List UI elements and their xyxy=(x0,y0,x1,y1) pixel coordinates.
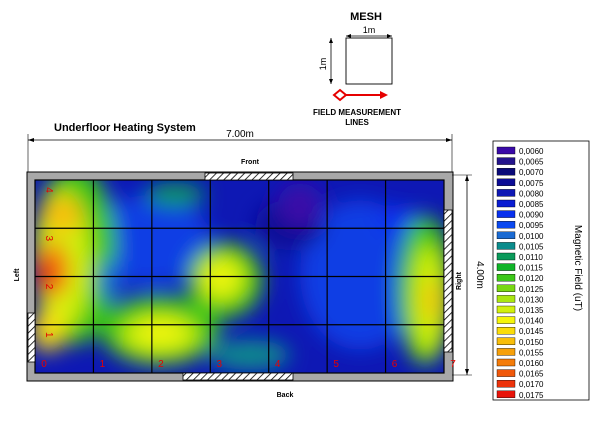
heat-map xyxy=(35,180,444,373)
mesh-arrow-left xyxy=(346,34,351,38)
legend-label: 0,0145 xyxy=(519,327,544,336)
legend-label: 0,0115 xyxy=(519,264,543,273)
legend-swatch xyxy=(496,274,516,282)
mesh-width-label: 1m xyxy=(363,25,376,35)
legend-swatch xyxy=(496,189,516,197)
legend-label: 0,0170 xyxy=(519,380,544,389)
front-label: Front xyxy=(241,159,260,166)
right-label: Right xyxy=(456,271,463,290)
legend-swatch xyxy=(496,157,516,165)
x-label: 6 xyxy=(392,359,398,370)
legend-swatch xyxy=(496,295,516,303)
legend-label: 0,0080 xyxy=(519,189,544,198)
legend-label: 0,0105 xyxy=(519,242,544,251)
y-label: 2 xyxy=(43,284,54,290)
mesh-arrow-down xyxy=(329,79,333,84)
legend-label: 0,0095 xyxy=(519,221,544,230)
legend-swatch xyxy=(496,210,516,218)
field-lines-label-1: FIELD MEASUREMENT xyxy=(313,108,401,117)
legend-swatch xyxy=(496,167,516,176)
legend-label: 0,0120 xyxy=(519,274,544,283)
legend-swatch xyxy=(496,252,516,261)
legend-swatch xyxy=(496,358,516,367)
x-label: 0 xyxy=(41,359,47,370)
legend-label: 0,0090 xyxy=(519,211,544,220)
legend-swatch xyxy=(496,316,516,324)
height-arrow-top xyxy=(465,175,469,181)
legend-swatch xyxy=(496,305,516,314)
legend-label: 0,0160 xyxy=(519,359,544,368)
legend-title: Magnetic Field (uT) xyxy=(572,225,583,311)
x-label: 7 xyxy=(450,359,456,370)
legend-swatch xyxy=(496,242,516,250)
height-arrow-bottom xyxy=(465,369,469,375)
legend-label: 0,0165 xyxy=(519,370,544,379)
mesh-arrow-right xyxy=(387,34,392,38)
legend-label: 0,0060 xyxy=(519,147,544,156)
legend-swatch xyxy=(496,284,516,292)
x-label: 4 xyxy=(275,359,281,370)
legend-swatch xyxy=(496,199,516,208)
diagram-title: Underfloor Heating System xyxy=(54,122,196,134)
y-label: 1 xyxy=(43,332,54,338)
legend-swatch xyxy=(496,348,516,356)
x-label: 2 xyxy=(158,359,164,370)
legend-swatch xyxy=(496,380,516,388)
legend-swatch xyxy=(496,178,516,187)
left-wall-opening xyxy=(27,312,36,363)
legend-label: 0,0100 xyxy=(519,232,544,241)
legend-label: 0,0110 xyxy=(519,253,543,262)
legend-label: 0,0070 xyxy=(519,168,544,177)
legend-swatch xyxy=(496,390,516,398)
x-label: 3 xyxy=(217,359,223,370)
field-lines-label-2: LINES xyxy=(345,118,369,127)
legend-label: 0,0175 xyxy=(519,391,544,400)
legend-label: 0,0135 xyxy=(519,306,544,315)
legend-label: 0,0140 xyxy=(519,317,544,326)
x-label: 1 xyxy=(100,359,106,370)
right-wall-opening xyxy=(443,209,453,353)
legend-swatch xyxy=(496,337,516,345)
legend-label: 0,0155 xyxy=(519,348,544,357)
y-label: 4 xyxy=(43,187,54,193)
width-arrow-right xyxy=(446,138,452,142)
x-label: 5 xyxy=(333,359,339,370)
legend-swatch xyxy=(496,369,516,377)
room-height-label: 4.00m xyxy=(474,261,485,289)
mesh-arrow-up xyxy=(329,38,333,43)
front-wall-opening xyxy=(204,172,294,181)
legend-label: 0,0130 xyxy=(519,295,544,304)
width-arrow-left xyxy=(28,138,34,142)
left-label: Left xyxy=(14,268,21,282)
back-wall-opening xyxy=(182,372,294,381)
legend-label: 0,0065 xyxy=(519,158,544,167)
x-axis-labels: 0 1 2 3 4 5 6 7 xyxy=(41,359,456,370)
legend-swatch xyxy=(496,146,516,155)
legend-label: 0,0085 xyxy=(519,200,544,209)
legend-swatch xyxy=(496,220,516,229)
legend-label: 0,0125 xyxy=(519,285,544,294)
field-line-symbol xyxy=(332,88,388,102)
legend-swatch xyxy=(496,263,516,271)
mesh-title: MESH xyxy=(350,11,382,23)
legend-label: 0,0150 xyxy=(519,338,544,347)
legend-swatch xyxy=(496,231,516,240)
mesh-height-label: 1m xyxy=(318,58,328,71)
y-axis-labels: 1 2 3 4 xyxy=(43,187,54,338)
y-label: 3 xyxy=(43,235,54,241)
legend-swatch xyxy=(496,327,516,335)
room-width-label: 7.00m xyxy=(226,129,254,140)
mesh-square xyxy=(345,37,393,85)
legend-label: 0,0075 xyxy=(519,179,544,188)
back-label: Back xyxy=(277,392,294,399)
